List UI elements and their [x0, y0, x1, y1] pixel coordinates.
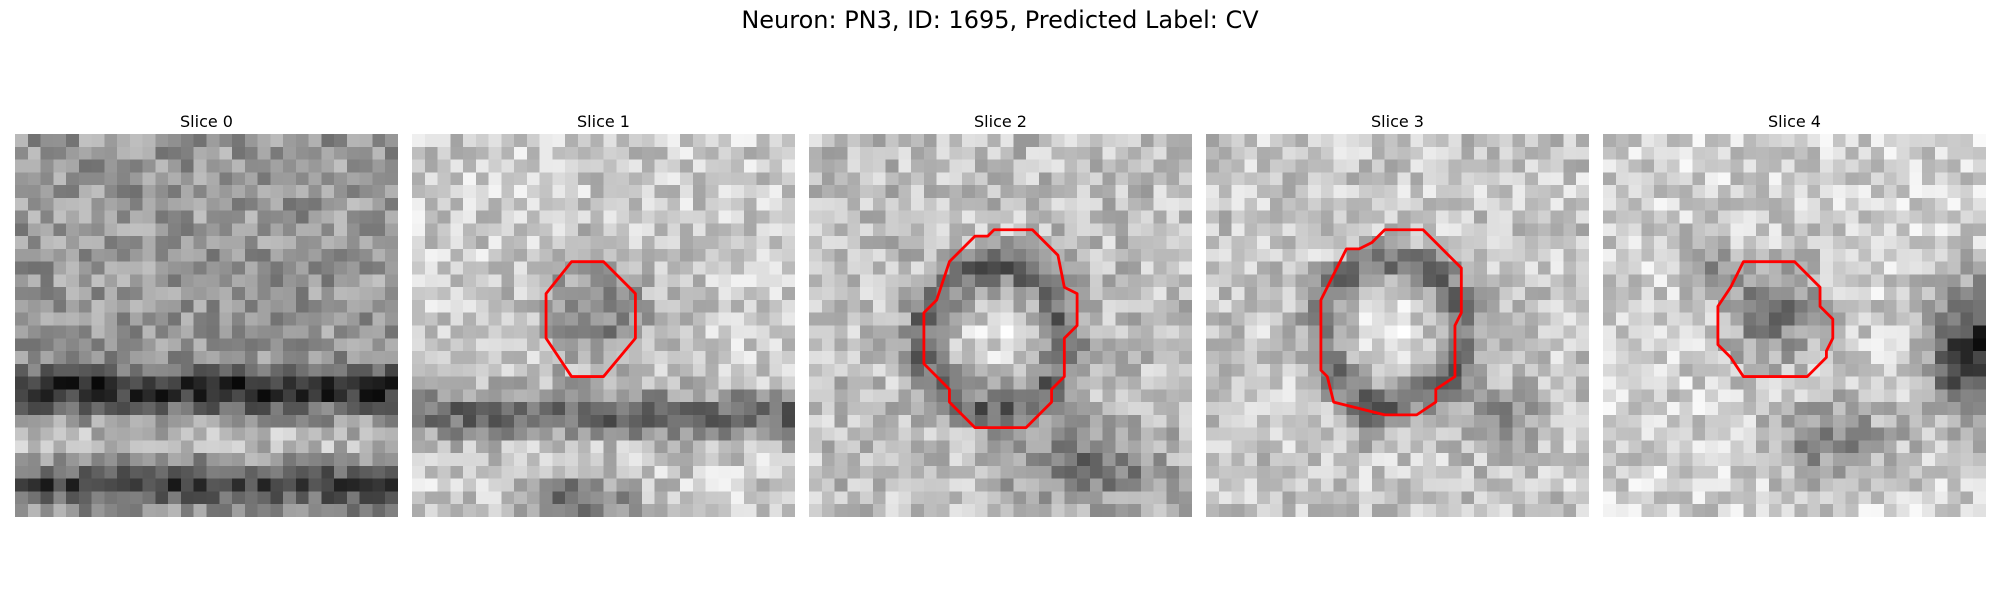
roi-contour — [1716, 260, 1835, 378]
slice-image — [1603, 134, 1986, 517]
roi-contour — [1319, 228, 1463, 417]
slice-image — [1206, 134, 1589, 517]
slice-image — [15, 134, 398, 517]
slice-panel: Slice 3 — [1206, 110, 1589, 517]
slice-image — [412, 134, 795, 517]
slice-title: Slice 3 — [1371, 112, 1424, 131]
slice-title: Slice 2 — [974, 112, 1027, 131]
slice-panel: Slice 0 — [15, 110, 398, 517]
figure-title: Neuron: PN3, ID: 1695, Predicted Label: … — [741, 6, 1259, 34]
slice-panel: Slice 4 — [1603, 110, 1986, 517]
roi-contour — [544, 260, 637, 378]
slice-title: Slice 1 — [577, 112, 630, 131]
slice-panel: Slice 1 — [412, 110, 795, 517]
slice-panel: Slice 2 — [809, 110, 1192, 517]
slice-title: Slice 4 — [1768, 112, 1821, 131]
roi-contour — [922, 228, 1079, 430]
slice-image — [809, 134, 1192, 517]
slice-title: Slice 0 — [180, 112, 233, 131]
